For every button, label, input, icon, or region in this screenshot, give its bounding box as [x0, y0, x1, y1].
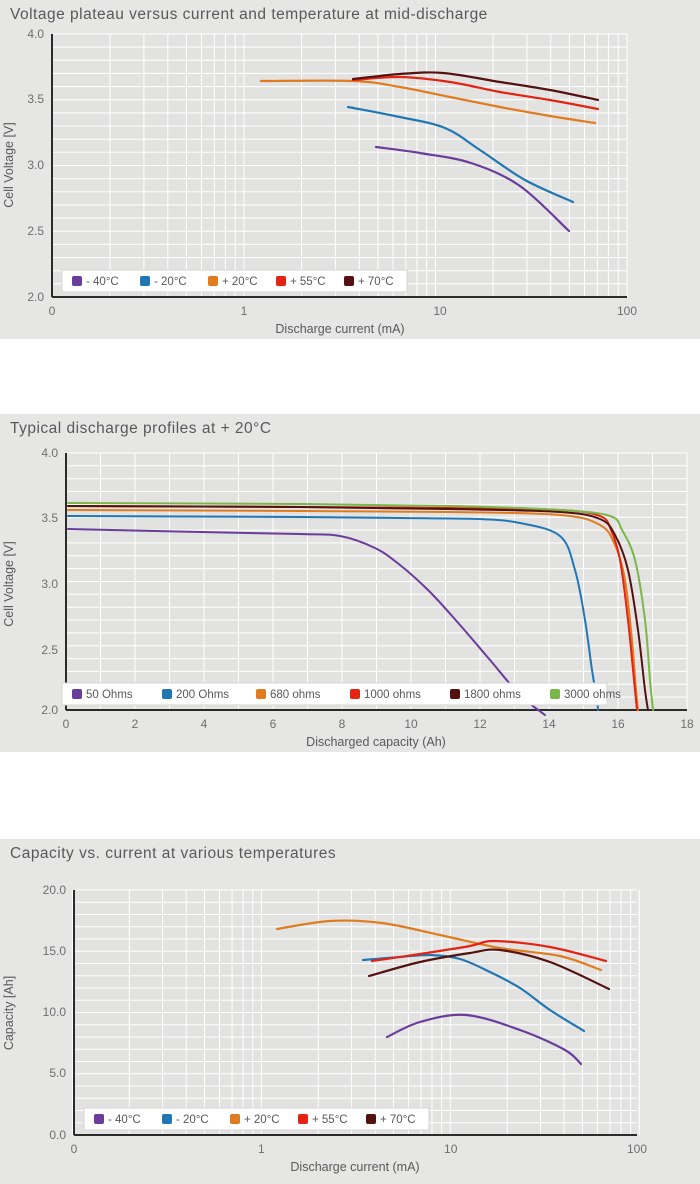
svg-text:4: 4 — [201, 717, 208, 731]
svg-text:10.0: 10.0 — [43, 1005, 67, 1019]
svg-text:200 Ohms: 200 Ohms — [176, 689, 229, 701]
svg-text:15.0: 15.0 — [43, 944, 67, 958]
svg-text:680 ohms: 680 ohms — [270, 689, 321, 701]
svg-text:4.0: 4.0 — [41, 446, 58, 460]
svg-text:1: 1 — [258, 1142, 265, 1156]
svg-text:+ 20°C: + 20°C — [244, 1114, 280, 1126]
svg-text:2.0: 2.0 — [41, 703, 58, 717]
svg-text:3000 ohms: 3000 ohms — [564, 689, 621, 701]
svg-text:0: 0 — [63, 717, 70, 731]
svg-text:12: 12 — [473, 717, 487, 731]
svg-text:+ 55°C: + 55°C — [290, 276, 326, 288]
svg-text:14: 14 — [542, 717, 556, 731]
svg-text:50 Ohms: 50 Ohms — [86, 689, 133, 701]
svg-text:8: 8 — [339, 717, 346, 731]
svg-text:100: 100 — [617, 304, 637, 318]
svg-text:2: 2 — [132, 717, 139, 731]
svg-text:2.5: 2.5 — [41, 643, 58, 657]
svg-text:+ 20°C: + 20°C — [222, 276, 258, 288]
svg-text:- 20°C: - 20°C — [176, 1114, 209, 1126]
svg-text:0: 0 — [49, 304, 56, 318]
svg-text:0.0: 0.0 — [49, 1128, 66, 1142]
svg-text:20.0: 20.0 — [43, 883, 67, 897]
svg-text:10: 10 — [444, 1142, 458, 1156]
svg-text:3.0: 3.0 — [27, 158, 44, 172]
svg-text:Cell Voltage [V]: Cell Voltage [V] — [2, 122, 16, 207]
svg-text:- 20°C: - 20°C — [154, 276, 187, 288]
svg-text:3.5: 3.5 — [27, 92, 44, 106]
svg-text:4.0: 4.0 — [27, 27, 44, 41]
svg-text:- 40°C: - 40°C — [108, 1114, 141, 1126]
svg-text:Cell Voltage [V]: Cell Voltage [V] — [2, 541, 16, 626]
svg-text:6: 6 — [270, 717, 277, 731]
svg-text:1: 1 — [241, 304, 248, 318]
svg-text:5.0: 5.0 — [49, 1066, 66, 1080]
svg-text:+ 55°C: + 55°C — [312, 1114, 348, 1126]
svg-text:10: 10 — [433, 304, 447, 318]
svg-text:16: 16 — [611, 717, 625, 731]
svg-text:3.0: 3.0 — [41, 577, 58, 591]
svg-text:2.5: 2.5 — [27, 224, 44, 238]
svg-text:3.5: 3.5 — [41, 511, 58, 525]
svg-text:- 40°C: - 40°C — [86, 276, 119, 288]
svg-text:10: 10 — [404, 717, 418, 731]
svg-text:2.0: 2.0 — [27, 290, 44, 304]
svg-text:+ 70°C: + 70°C — [380, 1114, 416, 1126]
svg-text:Discharge current (mA): Discharge current (mA) — [275, 322, 404, 336]
svg-text:1800 ohms: 1800 ohms — [464, 689, 521, 701]
svg-text:Discharged capacity (Ah): Discharged capacity (Ah) — [306, 735, 446, 749]
svg-text:100: 100 — [627, 1142, 647, 1156]
svg-text:18: 18 — [680, 717, 694, 731]
svg-text:1000 ohms: 1000 ohms — [364, 689, 421, 701]
svg-text:Discharge current (mA): Discharge current (mA) — [290, 1160, 419, 1174]
svg-text:+ 70°C: + 70°C — [358, 276, 394, 288]
svg-text:0: 0 — [71, 1142, 78, 1156]
svg-text:Capacity [Ah]: Capacity [Ah] — [2, 976, 16, 1050]
